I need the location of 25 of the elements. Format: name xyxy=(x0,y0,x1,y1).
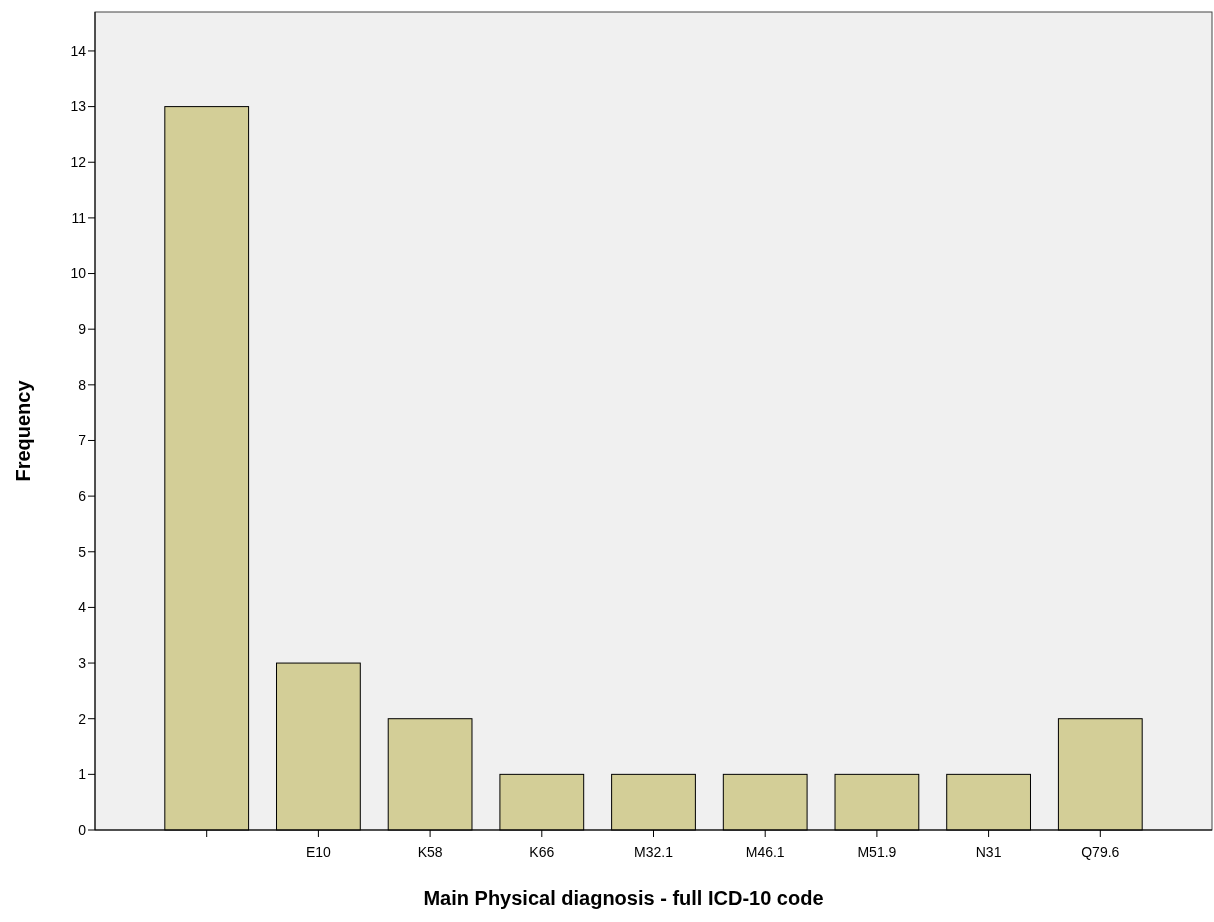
x-tick-label: N31 xyxy=(975,844,1002,860)
y-tick-label: 14 xyxy=(70,42,87,59)
x-tick-label: K66 xyxy=(529,844,555,860)
y-tick-label: 12 xyxy=(70,154,87,171)
y-tick-label: 9 xyxy=(78,321,87,338)
y-tick-label: 11 xyxy=(71,209,87,226)
y-tick-label: 6 xyxy=(78,488,87,505)
x-tick-label: E10 xyxy=(305,844,332,860)
y-tick-label: 13 xyxy=(70,98,87,115)
y-tick-label: 0 xyxy=(78,821,87,838)
x-tick-label: K58 xyxy=(417,844,443,860)
y-tick-label: 8 xyxy=(78,376,87,393)
x-tick-label: M46.1 xyxy=(745,844,785,860)
x-tick-label: M32.1 xyxy=(634,844,674,860)
y-tick-label: 4 xyxy=(78,599,87,616)
y-tick-label: 3 xyxy=(78,654,87,671)
y-tick-label: 10 xyxy=(70,265,87,282)
x-tick-label: Q79.6 xyxy=(1081,844,1120,860)
y-tick-label: 1 xyxy=(78,766,87,783)
x-axis-title: Main Physical diagnosis - full ICD-10 code xyxy=(423,887,824,909)
x-tick-label: M51.9 xyxy=(857,844,897,860)
y-tick-label: 5 xyxy=(78,543,87,560)
y-tick-label: 7 xyxy=(78,432,87,449)
y-tick-label: 2 xyxy=(78,710,87,727)
y-axis-title: Frequency xyxy=(12,379,34,482)
